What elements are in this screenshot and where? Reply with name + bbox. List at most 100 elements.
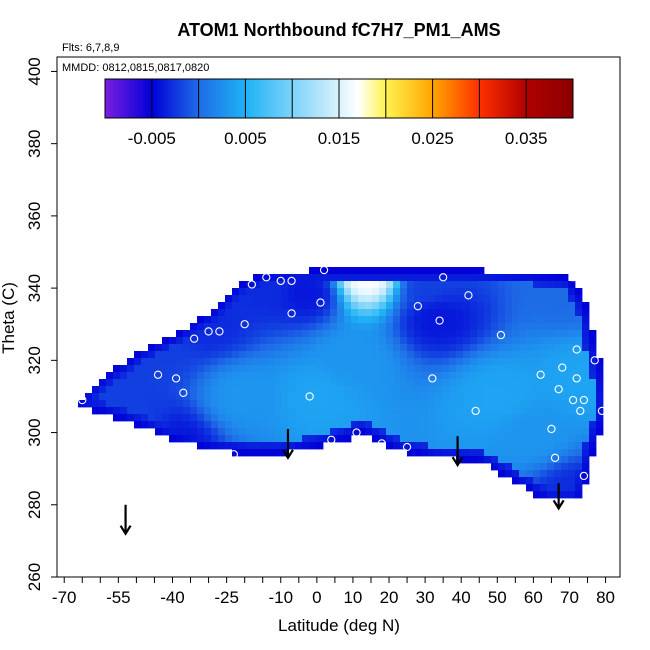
heatmap-cell — [351, 428, 359, 436]
heatmap-cell — [554, 274, 562, 282]
heatmap-cell — [519, 288, 527, 296]
heatmap-cell — [575, 344, 583, 352]
heatmap-cell — [295, 421, 303, 429]
heatmap-cell — [554, 337, 562, 345]
heatmap-cell — [169, 372, 177, 380]
heatmap-cell — [554, 309, 562, 317]
heatmap-cell — [225, 302, 233, 310]
heatmap-cell — [582, 365, 590, 373]
heatmap-cell — [491, 365, 499, 373]
heatmap-cell — [169, 435, 177, 443]
heatmap-cell — [183, 435, 191, 443]
heatmap-cell — [260, 351, 268, 359]
heatmap-cell — [435, 344, 443, 352]
heatmap-cell — [568, 330, 576, 338]
heatmap-cell — [512, 386, 520, 394]
heatmap-cell — [498, 442, 506, 450]
heatmap-cell — [428, 428, 436, 436]
heatmap-cell — [456, 414, 464, 422]
heatmap-cell — [498, 288, 506, 296]
heatmap-cell — [519, 386, 527, 394]
heatmap-cell — [470, 456, 478, 464]
heatmap-cell — [519, 323, 527, 331]
heatmap-cell — [519, 456, 527, 464]
heatmap-cell — [414, 358, 422, 366]
heatmap-cell — [176, 365, 184, 373]
heatmap-cell — [533, 274, 541, 282]
heatmap-cell — [169, 407, 177, 415]
heatmap-cell — [246, 442, 254, 450]
heatmap-cell — [435, 372, 443, 380]
heatmap-cell — [491, 463, 499, 471]
heatmap-cell — [281, 414, 289, 422]
heatmap-cell — [463, 323, 471, 331]
heatmap-cell — [442, 435, 450, 443]
heatmap-cell — [526, 372, 534, 380]
heatmap-cell — [316, 288, 324, 296]
heatmap-cell — [421, 442, 429, 450]
heatmap-cell — [442, 393, 450, 401]
heatmap-cell — [435, 281, 443, 289]
heatmap-cell — [155, 400, 163, 408]
heatmap-cell — [582, 414, 590, 422]
heatmap-cell — [414, 351, 422, 359]
heatmap-cell — [267, 442, 275, 450]
heatmap-cell — [470, 302, 478, 310]
heatmap-cell — [372, 267, 380, 275]
heatmap-cell — [568, 281, 576, 289]
heatmap-cell — [568, 491, 576, 499]
x-tick-label: -10 — [268, 588, 293, 607]
heatmap-cell — [302, 400, 310, 408]
heatmap-cell — [498, 351, 506, 359]
heatmap-cell — [554, 365, 562, 373]
heatmap-cell — [302, 379, 310, 387]
heatmap-cell — [435, 288, 443, 296]
colorbar-tick-label: 0.035 — [505, 129, 548, 148]
heatmap-cell — [372, 379, 380, 387]
heatmap-cell — [351, 302, 359, 310]
colorbar-dividers — [151, 79, 527, 118]
heatmap-cell — [302, 337, 310, 345]
heatmap-cell — [344, 400, 352, 408]
heatmap-cell — [540, 414, 548, 422]
heatmap-cell — [386, 421, 394, 429]
heatmap-cell — [232, 351, 240, 359]
heatmap-cell — [162, 358, 170, 366]
heatmap-cell — [211, 309, 219, 317]
heatmap-cell — [365, 414, 373, 422]
heatmap-cell — [568, 414, 576, 422]
heatmap-cell — [330, 295, 338, 303]
heatmap-cell — [267, 449, 275, 457]
heatmap-cell — [393, 295, 401, 303]
heatmap-cell — [435, 337, 443, 345]
sample-point — [287, 276, 296, 286]
heatmap-cell — [323, 344, 331, 352]
heatmap-cell — [393, 428, 401, 436]
heatmap-cell — [134, 372, 142, 380]
heatmap-cell — [302, 421, 310, 429]
heatmap-cell — [533, 344, 541, 352]
heatmap-cell — [379, 379, 387, 387]
heatmap-cell — [505, 358, 513, 366]
heatmap-cell — [260, 428, 268, 436]
heatmap-cell — [505, 309, 513, 317]
heatmap-cell — [428, 302, 436, 310]
heatmap-cell — [218, 351, 226, 359]
heatmap-cell — [575, 414, 583, 422]
heatmap-cell — [568, 337, 576, 345]
heatmap-cell — [281, 337, 289, 345]
heatmap-cell — [358, 400, 366, 408]
heatmap-cell — [554, 477, 562, 485]
heatmap-cell — [568, 421, 576, 429]
heatmap-cell — [365, 323, 373, 331]
heatmap-cell — [484, 316, 492, 324]
heatmap-cell — [260, 358, 268, 366]
heatmap-cell — [197, 435, 205, 443]
heatmap-cell — [456, 295, 464, 303]
heatmap-cell — [351, 379, 359, 387]
heatmap-cell — [288, 316, 296, 324]
heatmap-cell — [204, 372, 212, 380]
heatmap-cell — [225, 309, 233, 317]
heatmap-cell — [582, 344, 590, 352]
heatmap-cell — [575, 379, 583, 387]
